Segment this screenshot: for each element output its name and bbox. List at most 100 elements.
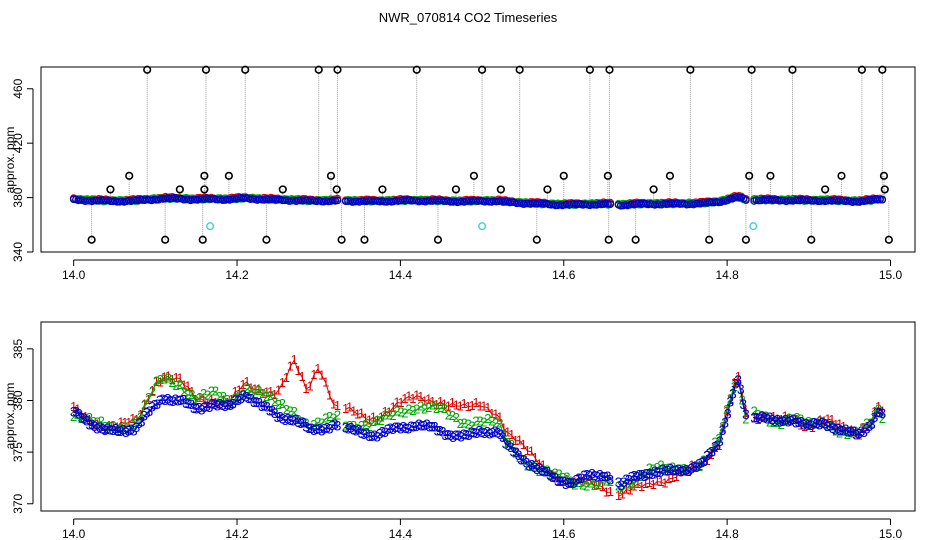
calibration-point (496, 185, 505, 194)
series-marker-1: 1 (696, 458, 703, 473)
series-marker-1: 1 (805, 418, 812, 433)
series-marker-2: 2 (551, 465, 558, 480)
series-marker-3: 3 (599, 468, 607, 484)
series-marker-1: 1 (98, 418, 105, 433)
series-marker-1: 1 (176, 370, 183, 385)
series-marker-3: 3 (755, 410, 763, 426)
data-point-line3 (333, 196, 342, 205)
series-marker-3: 3 (617, 477, 625, 493)
series-marker-3: 3 (208, 396, 216, 412)
series-marker-3: 3 (878, 405, 886, 421)
y-tick-label: 370 (11, 493, 25, 513)
series-marker-2: 2 (669, 459, 676, 474)
series-marker-2: 2 (492, 415, 499, 430)
calibration-point (125, 171, 134, 180)
data-point-line3 (742, 196, 750, 204)
series-marker-3: 3 (465, 427, 473, 443)
series-marker-3: 3 (724, 405, 732, 421)
series-marker-3: 3 (779, 413, 787, 429)
series-marker-3: 3 (826, 417, 834, 433)
series-marker-1: 1 (766, 412, 773, 427)
series-marker-1: 1 (378, 409, 385, 424)
series-marker-3: 3 (850, 423, 858, 439)
data-point-line3 (873, 195, 882, 204)
series-marker-1: 1 (488, 406, 495, 421)
series-marker-3: 3 (326, 420, 334, 436)
series-marker-2: 2 (216, 389, 223, 404)
series-marker-3: 3 (842, 421, 850, 437)
series-marker-1: 1 (291, 352, 298, 367)
series-marker-3: 3 (625, 472, 633, 488)
calibration-point (469, 171, 479, 180)
series-marker-2: 2 (176, 377, 183, 392)
top-plot-content (69, 65, 893, 244)
series-marker-3: 3 (279, 410, 287, 426)
series-marker-3: 3 (250, 394, 258, 410)
series-marker-2: 2 (559, 470, 566, 485)
x-tick-label: 14.4 (389, 527, 413, 540)
series-marker-1: 1 (536, 456, 543, 471)
series-marker-3: 3 (792, 414, 800, 430)
series-marker-1: 1 (287, 359, 294, 374)
series-marker-1: 1 (832, 417, 839, 432)
series-marker-1: 1 (793, 412, 800, 427)
series-marker-3: 3 (656, 464, 664, 480)
series-marker-3: 3 (868, 416, 876, 432)
series-marker-2: 2 (121, 419, 128, 434)
calibration-point (201, 65, 211, 74)
cyan-point (478, 222, 487, 231)
calibration-point (532, 235, 541, 244)
series-marker-3: 3 (687, 460, 695, 476)
calibration-point (262, 235, 271, 244)
series-marker-3: 3 (774, 411, 782, 427)
series-marker-3: 3 (622, 471, 630, 487)
series-marker-3: 3 (433, 422, 441, 438)
series-marker-2: 2 (532, 459, 539, 474)
series-marker-1: 1 (480, 399, 487, 414)
series-marker-3: 3 (491, 423, 499, 439)
series-marker-1: 1 (559, 474, 566, 489)
series-marker-2: 2 (358, 418, 365, 433)
x-tick-label: 15.0 (879, 527, 903, 540)
series-marker-2: 2 (165, 370, 172, 385)
series-marker-1: 1 (453, 398, 460, 413)
data-point-line3 (604, 200, 612, 208)
series-marker-1: 1 (121, 415, 128, 430)
calibration-point (603, 171, 612, 180)
series-marker-3: 3 (91, 418, 99, 434)
series-marker-3: 3 (876, 405, 884, 421)
series-marker-2: 2 (820, 416, 827, 431)
series-marker-3: 3 (669, 463, 677, 479)
series-marker-1: 1 (555, 473, 562, 488)
series-marker-1: 1 (848, 422, 855, 437)
series-marker-1: 1 (302, 381, 309, 396)
series-marker-2: 2 (488, 414, 495, 429)
bottom-plot-frame (40, 321, 916, 512)
series-marker-3: 3 (300, 415, 308, 431)
series-marker-3: 3 (672, 462, 680, 478)
series-marker-3: 3 (753, 409, 761, 425)
series-marker-1: 1 (809, 420, 816, 435)
series-marker-3: 3 (837, 423, 845, 439)
series-marker-2: 2 (184, 387, 191, 402)
series-marker-2: 2 (429, 397, 436, 412)
series-marker-3: 3 (664, 463, 672, 479)
series-marker-1: 1 (188, 384, 195, 399)
calibration-point (807, 235, 816, 244)
series-marker-1: 1 (650, 477, 657, 492)
series-marker-3: 3 (161, 392, 169, 408)
series-marker-3: 3 (578, 470, 586, 486)
series-marker-1: 1 (366, 412, 373, 427)
series-marker-3: 3 (334, 418, 342, 434)
series-marker-2: 2 (793, 410, 800, 425)
series-marker-3: 3 (266, 402, 274, 418)
calibration-point (224, 171, 233, 180)
series-marker-2: 2 (366, 419, 373, 434)
series-marker-3: 3 (187, 396, 195, 412)
series-marker-2: 2 (630, 475, 637, 490)
series-marker-3: 3 (496, 426, 504, 442)
series-marker-2: 2 (82, 412, 89, 427)
series-marker-3: 3 (797, 414, 805, 430)
y-tick-label: 460 (11, 78, 25, 98)
calibration-point (198, 235, 207, 244)
